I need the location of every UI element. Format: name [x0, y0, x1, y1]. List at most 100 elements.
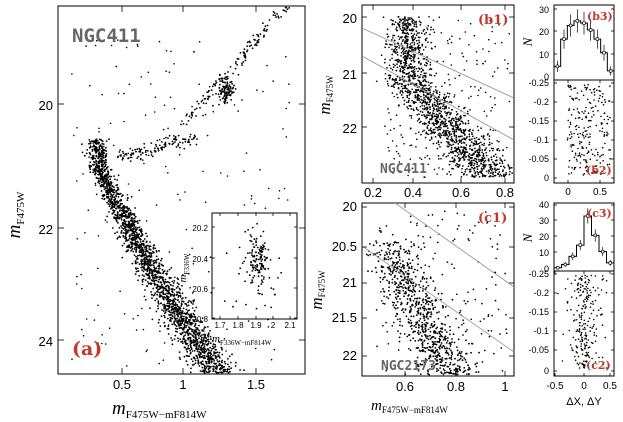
field-star — [204, 201, 207, 203]
cmd-star — [158, 262, 161, 265]
cmd-star — [198, 337, 200, 340]
panel-b3-ytick-30: 30 — [539, 5, 549, 15]
cmd-star — [115, 218, 117, 221]
b1-star — [454, 159, 456, 162]
b1-star — [453, 119, 455, 122]
cmd-star — [142, 252, 145, 254]
b1-star — [434, 118, 437, 121]
cmd-star — [134, 273, 137, 275]
red-clump-star — [223, 77, 226, 80]
b1-star — [478, 142, 481, 145]
cmd-star — [193, 320, 196, 323]
cmd-star — [187, 304, 190, 307]
b1-star — [413, 56, 416, 59]
b1-star — [468, 130, 471, 132]
b2-point — [597, 153, 599, 156]
cmd-star — [218, 351, 221, 354]
b1-star — [492, 161, 494, 163]
b1-star — [465, 151, 468, 154]
b1-field-star — [388, 150, 390, 152]
cmd-star — [192, 319, 194, 321]
cmd-star — [162, 291, 165, 294]
b1-star — [492, 171, 494, 174]
cmd-star — [152, 260, 155, 263]
b2-point — [607, 118, 610, 121]
cmd-star — [147, 267, 149, 269]
cmd-star — [141, 279, 144, 281]
cmd-star — [204, 360, 207, 363]
b1-star — [471, 156, 473, 159]
cmd-star — [209, 335, 212, 338]
cmd-star — [221, 364, 224, 367]
cmd-star — [193, 299, 196, 301]
cmd-star — [197, 360, 200, 362]
cmd-star — [145, 241, 148, 244]
b2-point — [590, 91, 593, 94]
cmd-star — [129, 246, 132, 249]
b1-field-star — [491, 106, 494, 109]
cmd-star — [109, 184, 111, 187]
b1-star — [425, 103, 428, 106]
b2-point — [599, 155, 601, 158]
cmd-star — [136, 236, 139, 239]
cmd-star — [186, 350, 189, 353]
cmd-star — [89, 140, 91, 143]
cmd-star — [156, 298, 158, 300]
b2-point — [570, 114, 573, 116]
subgiant-star — [124, 153, 127, 156]
cmd-star — [192, 339, 195, 341]
cmd-star — [166, 317, 169, 320]
cmd-star — [202, 342, 205, 345]
rgb-star — [268, 19, 271, 21]
field-star — [97, 304, 99, 307]
cmd-star — [144, 259, 146, 261]
panel-a: NGC411 (a) 0.5 1 1.5 20 22 24 mF475W−mF8… — [4, 5, 306, 421]
b1-field-star — [468, 44, 470, 46]
b1-star — [464, 168, 467, 171]
b2-point — [603, 134, 606, 136]
b1-star — [412, 100, 415, 103]
panel-a-xtick-1: 1 — [179, 377, 186, 392]
b1-star — [480, 135, 483, 138]
b1-star — [406, 19, 409, 22]
cmd-star — [105, 179, 108, 182]
b1-star — [398, 21, 401, 24]
cmd-star — [192, 331, 195, 333]
inset-star — [261, 293, 263, 296]
cmd-star — [194, 318, 197, 321]
cmd-star — [162, 277, 165, 279]
cmd-star — [189, 319, 191, 321]
cmd-star — [176, 310, 179, 312]
b1-star — [406, 46, 409, 49]
c1-star — [410, 295, 413, 298]
panel-a-ytick-20: 20 — [39, 98, 53, 113]
cmd-star — [148, 251, 151, 254]
b1-field-star — [491, 26, 494, 28]
b1-star — [409, 57, 412, 60]
cmd-star — [104, 163, 107, 166]
b1-field-star — [455, 141, 457, 144]
b2-point — [566, 138, 569, 141]
b1-star — [391, 78, 394, 80]
b1-star — [451, 140, 454, 142]
field-star — [226, 328, 228, 331]
b2-point — [569, 137, 572, 140]
cmd-star — [99, 184, 102, 187]
panel-b1-cluster-label: NGC411 — [380, 162, 427, 177]
b1-star — [395, 28, 397, 30]
b1-star — [430, 138, 433, 140]
b1-star — [445, 112, 447, 115]
cmd-star — [173, 323, 176, 325]
cmd-star — [154, 267, 157, 270]
inset-star — [252, 276, 255, 279]
b1-star — [498, 171, 501, 173]
b1-star — [416, 32, 419, 35]
field-star — [250, 198, 253, 200]
field-star — [145, 350, 148, 353]
b1-star — [406, 22, 408, 25]
b1-star — [414, 37, 417, 39]
b1-star — [422, 75, 425, 77]
b1-field-star — [440, 32, 443, 34]
red-clump-star — [226, 84, 228, 87]
b2-point — [584, 130, 586, 132]
